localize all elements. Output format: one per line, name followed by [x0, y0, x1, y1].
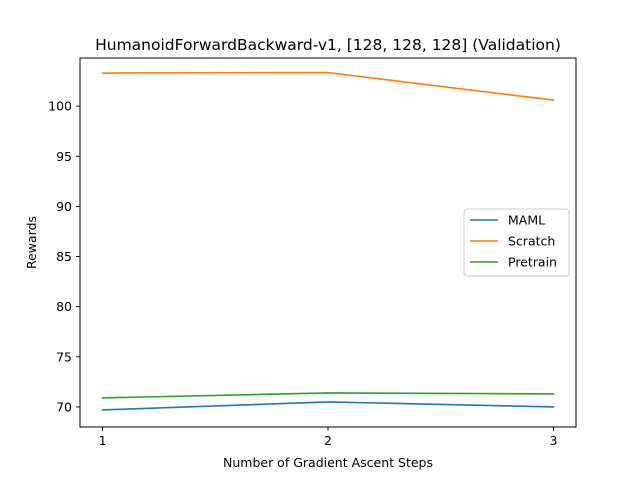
- y-tick-label: 90: [56, 199, 72, 214]
- legend-box: [463, 208, 570, 277]
- y-tick-label: 100: [48, 99, 72, 114]
- legend-label-pretrain: Pretrain: [508, 255, 557, 270]
- y-tick-label: 85: [56, 249, 72, 264]
- legend-label-maml: MAML: [508, 213, 545, 228]
- series-layer: [101, 71, 555, 411]
- x-axis-ticks: 1 2 3: [99, 427, 557, 448]
- x-axis-label: Number of Gradient Ascent Steps: [223, 455, 433, 470]
- x-tick-label: 3: [549, 433, 557, 448]
- x-tick-label: 1: [99, 433, 107, 448]
- y-axis-label: Rewards: [24, 216, 39, 269]
- legend: MAML Scratch Pretrain: [463, 208, 570, 277]
- y-tick-label: 70: [56, 399, 72, 414]
- series-line-pretrain: [101, 392, 555, 399]
- legend-label-scratch: Scratch: [508, 234, 555, 249]
- y-tick-label: 95: [56, 149, 72, 164]
- y-axis-ticks: 70 75 80 85 90 95 100: [48, 99, 80, 414]
- x-tick-label: 2: [324, 433, 332, 448]
- y-tick-label: 80: [56, 299, 72, 314]
- y-tick-label: 75: [56, 349, 72, 364]
- series-line-maml: [101, 401, 555, 411]
- series-line-scratch: [101, 71, 555, 102]
- chart-title: HumanoidForwardBackward-v1, [128, 128, 1…: [95, 36, 561, 54]
